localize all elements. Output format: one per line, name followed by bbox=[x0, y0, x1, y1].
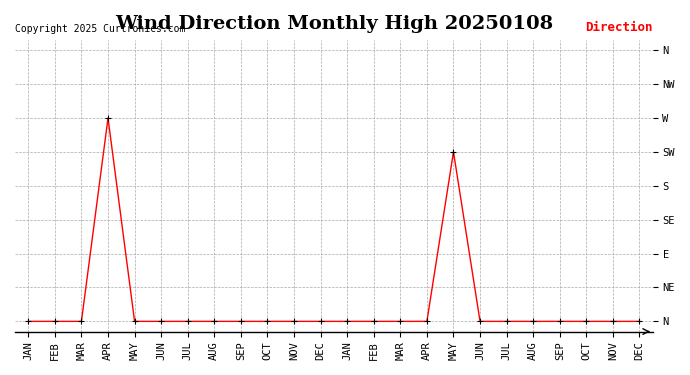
Text: Direction: Direction bbox=[585, 21, 653, 34]
Title: Wind Direction Monthly High 20250108: Wind Direction Monthly High 20250108 bbox=[115, 15, 553, 33]
Text: Copyright 2025 Curtronics.com: Copyright 2025 Curtronics.com bbox=[15, 24, 186, 34]
